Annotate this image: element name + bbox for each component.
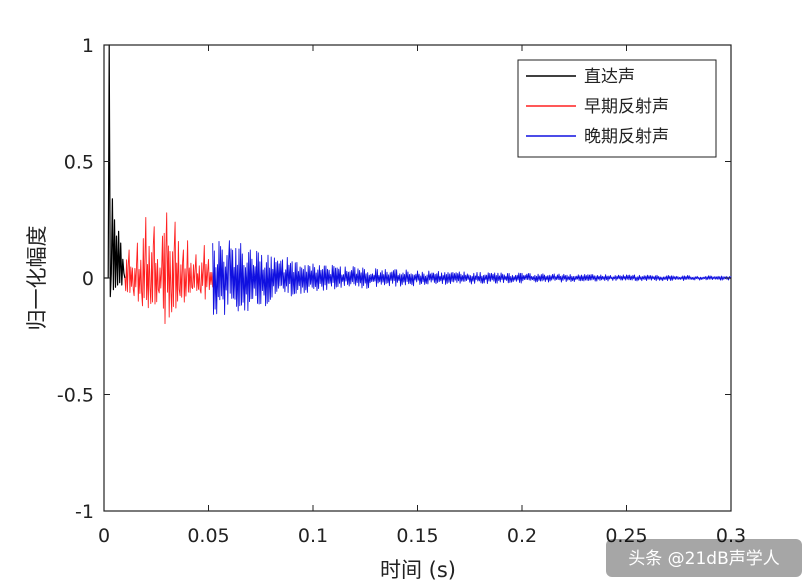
x-tick-label: 0.1: [298, 525, 328, 547]
y-tick-label: 1: [82, 35, 94, 57]
y-tick-label: 0: [82, 268, 94, 290]
y-tick-label: -0.5: [57, 385, 94, 407]
traces-group: [104, 44, 732, 325]
y-tick-label: -1: [75, 501, 94, 523]
direct-sound-trace: [104, 44, 126, 298]
legend-label-early: 早期反射声: [584, 97, 669, 117]
y-tick-label: 0.5: [64, 152, 94, 174]
y-axis-label: 归一化幅度: [25, 226, 49, 331]
x-tick-label: 0.25: [605, 525, 647, 547]
early-reflection-trace: [124, 212, 214, 325]
y-ticks-group: 1 0.5 0 -0.5 -1: [57, 35, 731, 523]
x-tick-label: 0.05: [187, 525, 229, 547]
x-axis-label: 时间 (s): [380, 558, 456, 582]
watermark: 头条 @21dB声学人: [606, 539, 802, 577]
x-tick-label: 0: [98, 525, 110, 547]
watermark-text: 头条 @21dB声学人: [628, 549, 780, 569]
legend-label-late: 晚期反射声: [584, 127, 669, 147]
watermark-bg: [606, 539, 802, 577]
x-ticks-group: 0 0.05 0.1 0.15 0.2 0.25 0.3: [98, 45, 746, 547]
legend-label-direct: 直达声: [584, 67, 635, 87]
x-tick-label: 0.2: [507, 525, 537, 547]
late-reflection-trace: [212, 240, 732, 315]
x-tick-label: 0.15: [396, 525, 438, 547]
legend: 直达声 早期反射声 晚期反射声: [517, 59, 717, 158]
x-tick-label: 0.3: [716, 525, 746, 547]
